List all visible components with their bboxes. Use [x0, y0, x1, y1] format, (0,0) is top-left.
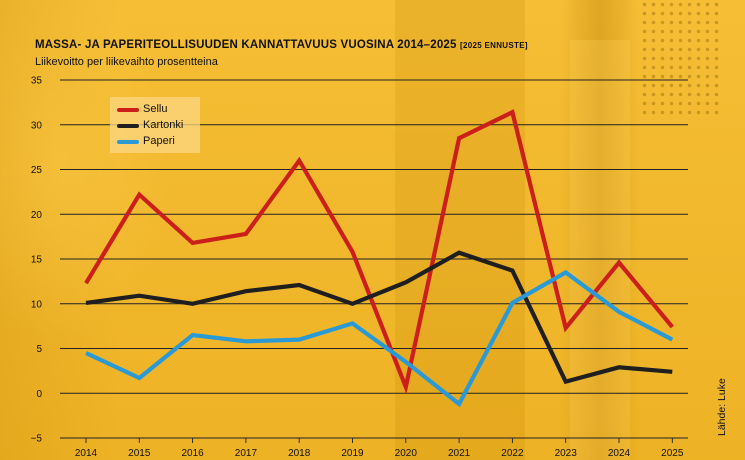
background-perforation: [640, 0, 720, 120]
series-line-paperi: [85, 269, 674, 408]
legend-label: Paperi: [143, 135, 175, 147]
x-tick-label: 2024: [608, 448, 631, 459]
chart-title: MASSA- JA PAPERITEOLLISUUDEN KANNATTAVUU…: [35, 39, 528, 51]
y-tick-label: 0: [36, 389, 42, 400]
y-tick-label: 5: [36, 344, 42, 355]
chart-title-note: [2025 ENNUSTE]: [460, 41, 528, 50]
legend-label: Kartonki: [143, 119, 184, 131]
y-tick-label: 15: [31, 255, 43, 266]
source-note: Lähde: Luke: [716, 378, 728, 436]
x-tick-label: 2019: [341, 448, 364, 459]
y-tick-label: −5: [31, 434, 43, 445]
x-tick-label: 2020: [395, 448, 418, 459]
y-tick-label: 10: [31, 299, 43, 310]
background-light-shape: [570, 40, 630, 460]
x-tick-label: 2016: [181, 448, 204, 459]
x-tick-label: 2022: [501, 448, 524, 459]
background-door-shape: [395, 0, 525, 460]
x-tick-label: 2021: [448, 448, 471, 459]
x-tick-label: 2018: [288, 448, 311, 459]
legend-swatch: [117, 108, 139, 112]
y-tick-label: 25: [31, 165, 43, 176]
chart-title-text: MASSA- JA PAPERITEOLLISUUDEN KANNATTAVUU…: [35, 39, 457, 51]
legend-swatch: [117, 124, 139, 128]
x-tick-label: 2025: [661, 448, 684, 459]
chart-legend: Sellu Kartonki Paperi: [110, 97, 200, 153]
legend-swatch: [117, 140, 139, 144]
y-tick-label: 35: [31, 76, 43, 87]
x-tick-label: 2014: [75, 448, 98, 459]
chart-subtitle: Liikevoitto per liikevaihto prosentteina: [35, 56, 218, 68]
x-tick-label: 2015: [128, 448, 151, 459]
y-tick-label: 30: [31, 120, 43, 131]
legend-label: Sellu: [143, 103, 168, 115]
x-tick-label: 2017: [235, 448, 258, 459]
series-line-sellu: [84, 109, 674, 395]
x-tick-label: 2023: [555, 448, 578, 459]
y-tick-label: 20: [31, 210, 43, 221]
series-line-kartonki: [85, 250, 673, 385]
